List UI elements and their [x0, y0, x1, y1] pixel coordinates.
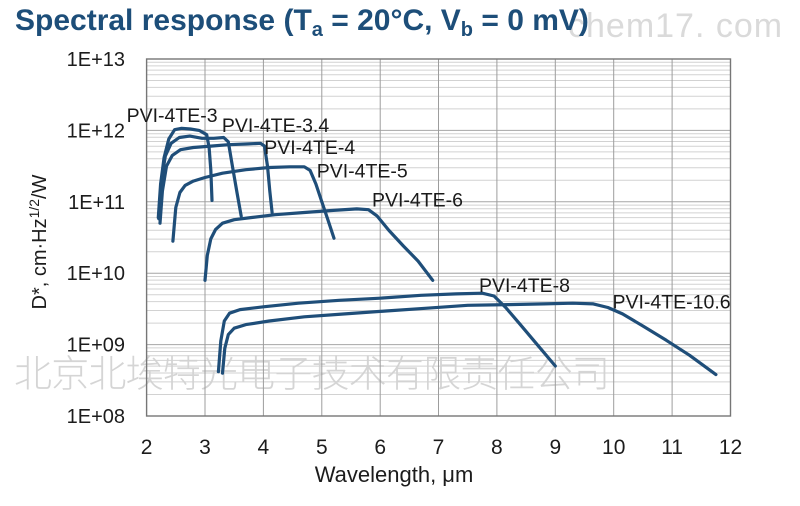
svg-text:chem17. com: chem17. com — [568, 7, 783, 45]
svg-text:PVI-4TE-3.4: PVI-4TE-3.4 — [222, 115, 329, 137]
svg-text:D*, cm·Hz1/2/W: D*, cm·Hz1/2/W — [26, 174, 51, 309]
svg-text:11: 11 — [661, 436, 683, 459]
svg-text:10: 10 — [602, 436, 625, 459]
svg-text:PVI-4TE-10.6: PVI-4TE-10.6 — [613, 292, 731, 314]
svg-text:12: 12 — [719, 436, 742, 459]
svg-text:2: 2 — [141, 436, 153, 459]
svg-text:1E+11: 1E+11 — [68, 192, 125, 214]
svg-text:1E+09: 1E+09 — [67, 335, 125, 357]
svg-text:1E+10: 1E+10 — [67, 263, 125, 285]
svg-text:PVI-4TE-4: PVI-4TE-4 — [264, 137, 355, 159]
svg-text:1E+13: 1E+13 — [67, 49, 125, 71]
svg-text:3: 3 — [199, 436, 211, 459]
svg-text:Wavelength, μm: Wavelength, μm — [315, 462, 474, 487]
svg-text:Spectral response (Ta = 20°C,: Spectral response (Ta = 20°C, Vb = 0 mV) — [15, 4, 589, 41]
svg-text:9: 9 — [549, 436, 561, 459]
svg-text:PVI-4TE-5: PVI-4TE-5 — [317, 160, 408, 182]
svg-text:PVI-4TE-6: PVI-4TE-6 — [372, 189, 463, 211]
svg-text:5: 5 — [316, 436, 328, 459]
svg-text:4: 4 — [258, 436, 270, 459]
svg-text:PVI-4TE-8: PVI-4TE-8 — [479, 275, 570, 297]
svg-text:1E+12: 1E+12 — [67, 120, 125, 142]
svg-text:PVI-4TE-3: PVI-4TE-3 — [127, 105, 218, 127]
svg-text:1E+08: 1E+08 — [67, 406, 125, 428]
svg-text:6: 6 — [374, 436, 386, 459]
svg-text:7: 7 — [433, 436, 445, 459]
svg-text:8: 8 — [491, 436, 503, 459]
